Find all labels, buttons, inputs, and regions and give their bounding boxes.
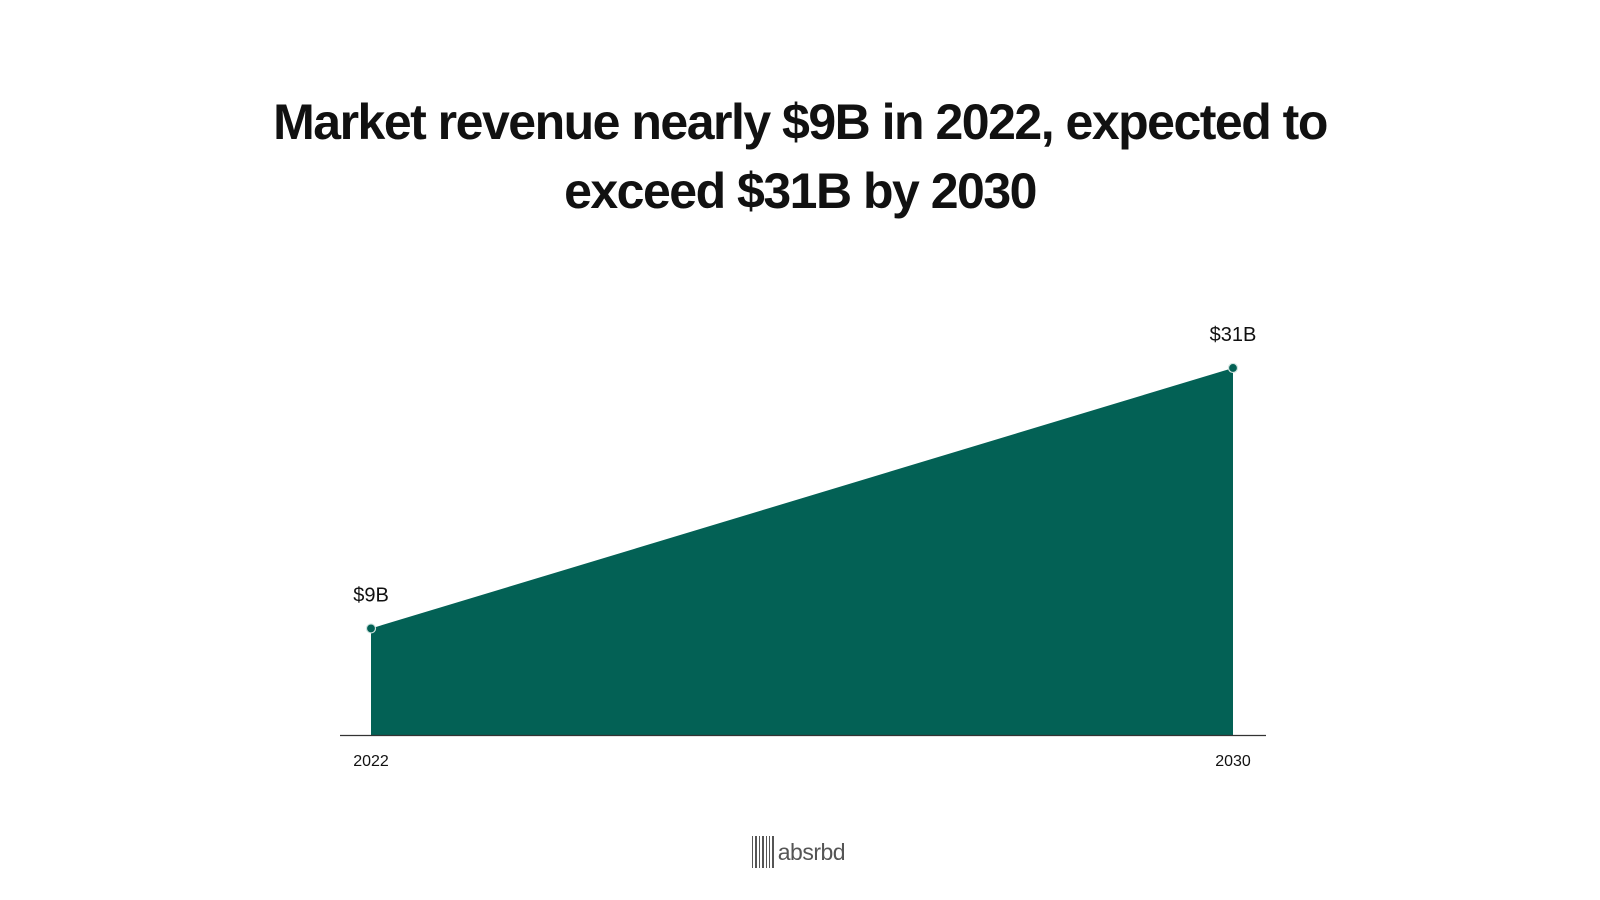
brand-logo: absrbd — [752, 835, 846, 869]
x-tick-label-2030: 2030 — [1215, 753, 1251, 770]
chart-title: Market revenue nearly $9B in 2022, expec… — [273, 94, 1328, 219]
brand-name: absrbd — [777, 838, 846, 865]
data-label-2022: $9B — [353, 584, 389, 606]
plot-area: $9B $31B 2022 2030 — [340, 324, 1266, 770]
area-series-0 — [371, 367, 1233, 735]
barcode-icon — [752, 836, 774, 868]
data-label-2030: $31B — [1210, 324, 1257, 346]
data-point-2022 — [365, 623, 377, 634]
data-point-2030 — [1227, 362, 1239, 374]
x-tick-label-2022: 2022 — [353, 753, 389, 770]
